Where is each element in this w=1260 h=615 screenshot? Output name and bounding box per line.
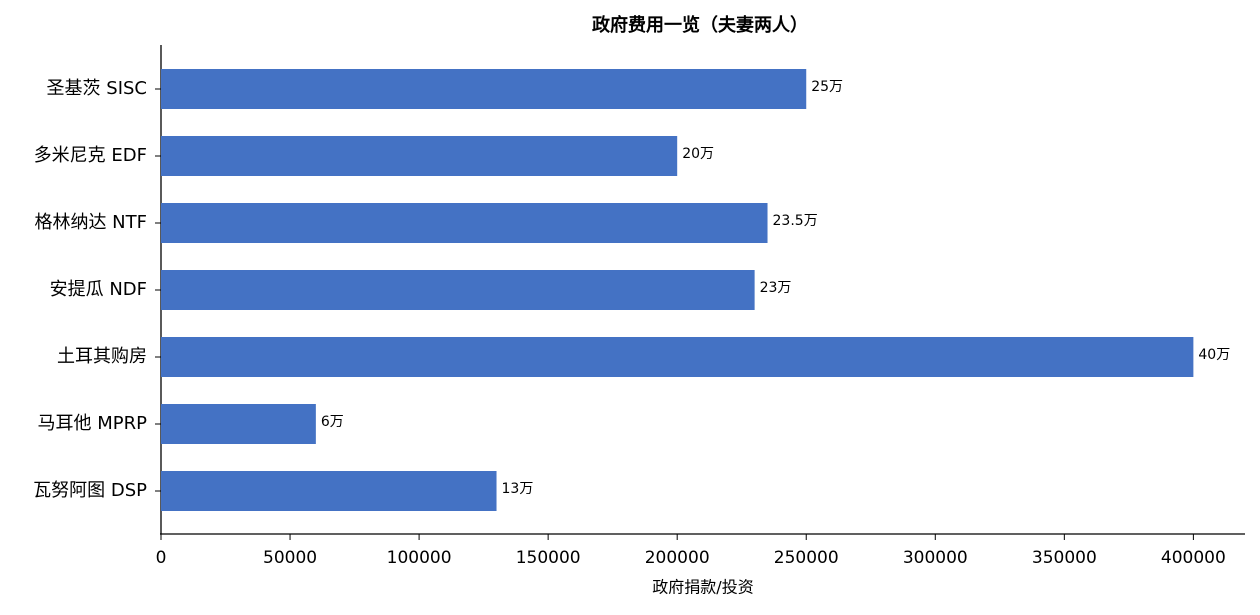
value-label: 13万 (502, 481, 534, 497)
x-tick-label: 300000 (903, 548, 968, 568)
x-tick-label: 50000 (263, 548, 317, 568)
value-label: 23万 (760, 280, 792, 296)
x-tick-label: 200000 (645, 548, 710, 568)
value-label: 40万 (1198, 347, 1230, 363)
x-axis-label: 政府捐款/投资 (652, 578, 753, 597)
y-tick-label: 马耳他 MPRP (38, 413, 148, 434)
y-tick-label: 瓦努阿图 DSP (33, 480, 147, 501)
x-tick-label: 100000 (387, 548, 452, 568)
bar (161, 270, 755, 310)
y-tick-label: 安提瓜 NDF (50, 279, 147, 300)
bar (161, 136, 678, 176)
value-label: 25万 (811, 79, 843, 95)
value-label: 23.5万 (773, 213, 818, 229)
x-tick-label: 400000 (1161, 548, 1226, 568)
value-label: 20万 (682, 146, 714, 162)
x-tick-label: 250000 (774, 548, 839, 568)
bar (161, 69, 807, 109)
bar (161, 203, 768, 243)
y-tick-label: 多米尼克 EDF (34, 145, 147, 166)
bar (161, 337, 1194, 377)
chart-title: 政府费用一览（夫妻两人） (592, 14, 808, 36)
x-tick-label: 0 (156, 548, 167, 568)
y-tick-label: 土耳其购房 (57, 346, 147, 367)
bar (161, 404, 316, 444)
bar (161, 471, 497, 511)
x-tick-label: 150000 (516, 548, 581, 568)
x-tick-label: 350000 (1032, 548, 1097, 568)
y-tick-label: 圣基茨 SISC (47, 78, 147, 99)
y-tick-label: 格林纳达 NTF (34, 212, 147, 233)
value-label: 6万 (321, 414, 344, 430)
